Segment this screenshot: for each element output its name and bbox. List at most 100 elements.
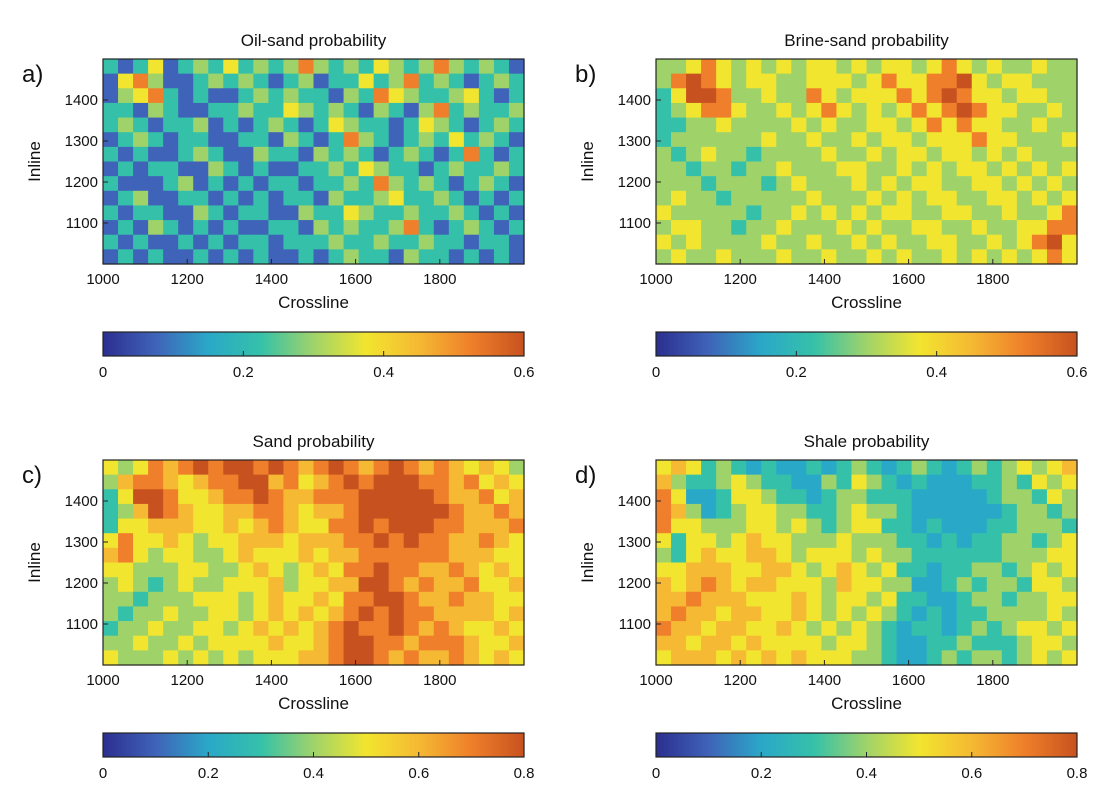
colorbar-tick-label: 0.4 [303, 765, 324, 782]
heatmap-cell [881, 176, 898, 192]
heatmap-cell [178, 88, 194, 104]
heatmap-cell [791, 562, 807, 578]
heatmap-cell [148, 73, 164, 89]
heatmap-cell [956, 591, 973, 608]
heatmap-cell [806, 562, 822, 578]
heatmap-cell [238, 577, 254, 593]
heatmap-cell [881, 460, 898, 476]
heatmap-cell [791, 205, 807, 221]
heatmap-cell [403, 503, 420, 520]
heatmap-cell [433, 489, 450, 505]
heatmap-cell [133, 650, 149, 666]
y-tick-label: 1300 [618, 534, 651, 551]
heatmap-cell [731, 176, 747, 192]
heatmap-cell [343, 132, 360, 148]
heatmap-cell [298, 234, 315, 250]
heatmap-cell [478, 220, 495, 236]
heatmap-cell [671, 533, 687, 549]
heatmap-cell [986, 117, 1003, 133]
heatmap-cell [761, 88, 777, 104]
heatmap-cell [851, 59, 868, 75]
heatmap-cell [896, 650, 913, 666]
heatmap-cell [926, 650, 943, 666]
heatmap-cell [343, 88, 360, 104]
heatmap-cell [193, 249, 209, 265]
heatmap-cell [896, 234, 913, 250]
heatmap-cell [478, 591, 495, 608]
heatmap-cell [388, 547, 405, 564]
heatmap-cell [1031, 577, 1048, 593]
heatmap-cell [776, 88, 792, 104]
heatmap-cell [881, 533, 898, 549]
heatmap-cell [686, 88, 702, 104]
heatmap-cell [388, 650, 405, 666]
heatmap-cell [493, 533, 510, 549]
heatmap-cell [193, 489, 209, 505]
heatmap-cell [941, 234, 958, 250]
heatmap-cell [1001, 176, 1018, 192]
heatmap-cell [971, 249, 988, 265]
heatmap-cell [388, 234, 405, 250]
heatmap-cell [358, 489, 375, 505]
heatmap-cell [656, 176, 672, 192]
heatmap-cell [358, 176, 375, 192]
heatmap-cell [1046, 650, 1063, 666]
heatmap-cell [941, 146, 958, 163]
heatmap-cell [896, 102, 913, 119]
heatmap-cell [746, 474, 762, 490]
heatmap-cell [253, 460, 269, 476]
heatmap-cell [268, 205, 285, 221]
heatmap-cell [731, 102, 747, 119]
heatmap-cell [163, 102, 179, 119]
heatmap-cell [343, 234, 360, 250]
heatmap-cell [941, 132, 958, 148]
heatmap-cell [806, 234, 822, 250]
chart-title: Shale probability [804, 432, 930, 451]
heatmap-cell [253, 73, 269, 89]
heatmap-cell [493, 176, 510, 192]
heatmap-cell [806, 635, 822, 651]
heatmap-cell [373, 73, 390, 89]
colorbar-tick-label: 0 [99, 364, 107, 381]
heatmap-cell [746, 591, 762, 608]
heatmap-cell [463, 591, 480, 608]
heatmap-cell [148, 132, 164, 148]
heatmap-cell [671, 503, 687, 520]
heatmap-cell [986, 489, 1003, 505]
heatmap-cell [313, 234, 330, 250]
heatmap-cell [163, 503, 179, 520]
heatmap-cell [1031, 234, 1048, 250]
heatmap-cell [761, 205, 777, 221]
heatmap-cell [806, 591, 822, 608]
heatmap-cell [118, 161, 134, 177]
heatmap-cell [208, 59, 224, 75]
heatmap-cell [163, 533, 179, 549]
heatmap-cell [986, 73, 1003, 89]
x-tick-label: 1600 [339, 672, 372, 689]
heatmap-cell [926, 59, 943, 75]
heatmap-cell [223, 621, 239, 637]
heatmap-cell [716, 190, 732, 207]
heatmap-cell [836, 249, 853, 265]
heatmap-cell [148, 176, 164, 192]
y-tick-label: 1400 [65, 92, 98, 109]
heatmap-cell [926, 474, 943, 490]
heatmap-cell [836, 474, 853, 490]
heatmap-cell [986, 234, 1003, 250]
heatmap-cell [1031, 220, 1048, 236]
heatmap-cell [133, 220, 149, 236]
heatmap-cell [313, 474, 330, 490]
heatmap-cell [358, 621, 375, 637]
heatmap-cell [761, 591, 777, 608]
heatmap-cell [313, 132, 330, 148]
heatmap-cell [358, 190, 375, 207]
heatmap-cell [418, 249, 435, 265]
heatmap-cell [118, 621, 134, 637]
heatmap-cell [478, 460, 495, 476]
heatmap-cell [761, 190, 777, 207]
heatmap-cell [313, 562, 330, 578]
heatmap-cell [866, 533, 883, 549]
heatmap-cell [328, 73, 345, 89]
colorbar-tick-label: 0 [652, 765, 660, 782]
heatmap-cell [283, 73, 300, 89]
